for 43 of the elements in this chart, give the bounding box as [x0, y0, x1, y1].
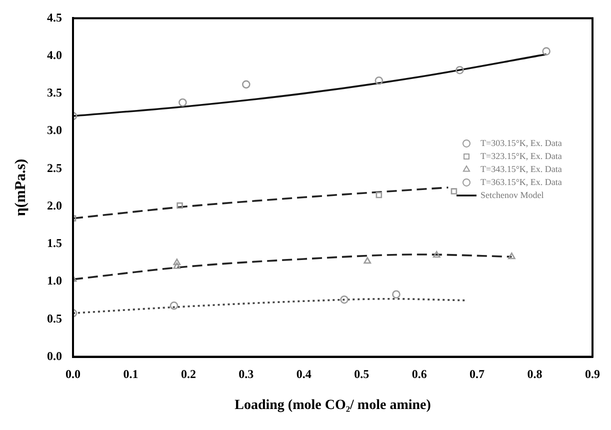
legend-label: T=303.15°K, Ex. Data — [480, 138, 562, 148]
point — [242, 80, 250, 89]
x-tick-label: 0.9 — [585, 367, 600, 382]
point — [176, 202, 183, 209]
y-tick-label: 3.5 — [47, 86, 62, 100]
y-tick-label: 1.5 — [47, 236, 62, 250]
point — [450, 188, 458, 194]
point — [364, 257, 372, 264]
point — [374, 76, 384, 85]
point — [456, 66, 464, 74]
x-tick-label: 0.2 — [180, 367, 196, 382]
legend-label: T=323.15°K, Ex. Data — [480, 150, 562, 161]
point — [170, 301, 178, 310]
point — [173, 258, 181, 266]
point — [178, 98, 187, 107]
point — [432, 251, 440, 258]
y-tick-label: 2.0 — [47, 198, 62, 212]
legend-label: T=343.15°K, Ex. Data — [480, 164, 562, 174]
y-tick-label: 4.5 — [47, 10, 62, 24]
point — [340, 295, 348, 304]
point — [542, 47, 550, 56]
y-tick-label: 2.5 — [47, 160, 62, 175]
x-tick-label: 0.4 — [296, 367, 312, 382]
x-tick-label: 0.6 — [412, 367, 427, 382]
x-tick-label: 0.3 — [238, 367, 254, 382]
x-tick-label: 0.7 — [470, 367, 485, 382]
y-axis-title: η(mPa.s) — [12, 158, 29, 216]
x-tick-label: 0.0 — [66, 367, 80, 382]
x-tick-label: 0.5 — [354, 367, 370, 382]
y-tick-label: 0.5 — [47, 311, 62, 326]
point — [508, 252, 516, 260]
legend-label: T=363.15°K, Ex. Data — [480, 176, 562, 187]
y-tick-label: 4.0 — [47, 48, 62, 62]
y-tick-label: 0.0 — [47, 348, 62, 363]
x-tick-label: 0.8 — [527, 367, 542, 382]
x-axis-title: Loading (mole CO₂/ mole amine) — [234, 398, 432, 414]
legend-label: Setchenov Model — [480, 190, 544, 200]
y-tick-label: 1.0 — [47, 274, 62, 288]
x-tick-label: 0.1 — [123, 367, 138, 382]
point — [392, 290, 400, 298]
point — [376, 192, 382, 198]
point — [173, 262, 181, 269]
y-tick-label: 3.0 — [47, 123, 62, 138]
